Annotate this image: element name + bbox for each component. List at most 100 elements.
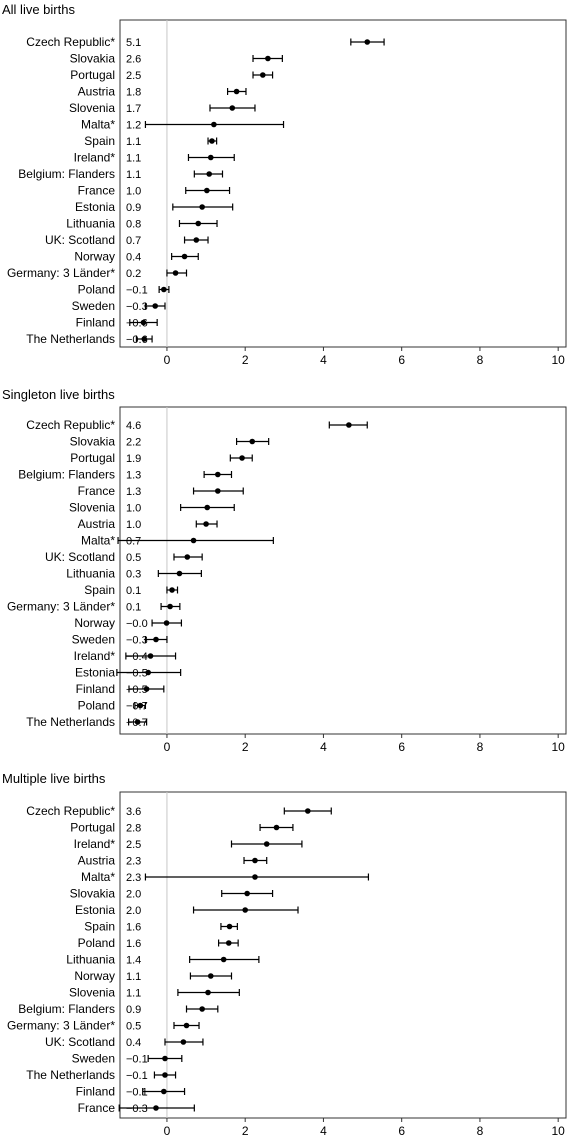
- estimate-value-label: 2.0: [126, 889, 141, 901]
- country-label: Finland: [76, 682, 115, 696]
- point-estimate: [161, 1088, 167, 1095]
- forest-row: Slovenia 1.1: [69, 986, 240, 1000]
- forest-row: Sweden −0.3: [72, 633, 168, 647]
- country-label: Ireland*: [74, 837, 116, 851]
- estimate-value-label: 0.5: [126, 552, 141, 564]
- forest-row: Ireland* 2.5: [74, 837, 303, 851]
- point-estimate: [252, 857, 258, 864]
- forest-row: France −0.3: [78, 1101, 195, 1115]
- forest-row: Germany: 3 Länder* 0.2: [7, 266, 188, 280]
- point-estimate: [205, 989, 211, 996]
- forest-row: Slovakia 2.2: [70, 435, 270, 449]
- estimate-value-label: 3.6: [126, 806, 141, 818]
- country-label: France: [78, 484, 116, 498]
- forest-row: Malta* 2.3: [81, 870, 370, 884]
- x-tick-label: 4: [320, 353, 327, 367]
- point-estimate: [181, 253, 188, 260]
- country-label: Malta*: [81, 534, 115, 548]
- point-estimate: [229, 105, 236, 111]
- point-estimate: [147, 653, 154, 659]
- country-label: Finland: [76, 1085, 115, 1099]
- forest-row: Austria 2.3: [78, 854, 268, 868]
- forest-row: Slovenia 1.0: [69, 501, 235, 515]
- x-tick-label: 4: [320, 1124, 327, 1138]
- country-label: France: [78, 1101, 116, 1115]
- forest-row: Norway 0.4: [74, 250, 199, 264]
- point-estimate: [209, 138, 215, 144]
- forest-row: The Netherlands−0.6: [26, 332, 153, 346]
- forest-row: Estonia 0.9: [75, 200, 234, 214]
- point-estimate: [239, 455, 245, 461]
- x-tick-label: 0: [164, 740, 171, 754]
- point-estimate: [215, 471, 221, 478]
- point-estimate: [204, 187, 210, 194]
- forest-row: Sweden −0.3: [72, 299, 166, 313]
- point-estimate: [233, 88, 240, 95]
- point-estimate: [141, 336, 148, 342]
- x-tick-label: 6: [398, 1124, 405, 1138]
- panel-title: Singleton live births: [2, 387, 115, 402]
- forest-row: The Netherlands−0.7: [26, 715, 147, 729]
- country-label: Slovenia: [69, 986, 115, 1000]
- x-tick-label: 2: [242, 1124, 249, 1138]
- estimate-value-label: 0.8: [126, 219, 141, 231]
- point-estimate: [215, 488, 221, 494]
- country-label: Spain: [84, 134, 115, 148]
- country-label: Austria: [78, 854, 116, 868]
- estimate-value-label: 1.6: [126, 922, 141, 934]
- forest-row: Germany: 3 Länder* 0.5: [7, 1019, 200, 1033]
- estimate-value-label: 1.3: [126, 470, 141, 482]
- forest-row: Czech Republic* 5.1: [26, 35, 385, 49]
- country-label: Portugal: [70, 821, 115, 835]
- point-estimate: [252, 874, 258, 880]
- estimate-value-label: 2.6: [126, 54, 141, 66]
- estimate-value-label: 1.3: [126, 486, 141, 498]
- estimate-value-label: 0.9: [126, 202, 141, 214]
- point-estimate: [162, 1072, 168, 1078]
- estimate-value-label: −0.3: [126, 635, 148, 647]
- forest-row: Estonia −0.5: [75, 666, 182, 680]
- forest-row: Estonia 2.0: [75, 903, 299, 917]
- forest-row: France 1.0: [78, 184, 231, 198]
- point-estimate: [273, 824, 280, 831]
- estimate-value-label: 2.3: [126, 856, 141, 868]
- country-label: Poland: [78, 699, 115, 713]
- country-label: UK: Scotland: [45, 550, 115, 564]
- x-tick-label: 10: [551, 740, 565, 754]
- point-estimate: [167, 603, 173, 610]
- point-estimate: [206, 171, 212, 177]
- country-label: Slovakia: [70, 887, 116, 901]
- country-label: Germany: 3 Länder*: [7, 266, 115, 280]
- estimate-value-label: 1.8: [126, 87, 141, 99]
- country-label: Sweden: [72, 299, 115, 313]
- country-label: Poland: [78, 936, 115, 950]
- x-tick-label: 8: [477, 740, 484, 754]
- estimate-value-label: −0.5: [126, 684, 148, 696]
- estimate-value-label: −0.1: [126, 285, 148, 297]
- country-label: Spain: [84, 920, 115, 934]
- x-tick-label: 2: [242, 353, 249, 367]
- country-label: Lithuania: [66, 953, 115, 967]
- estimate-value-label: 1.4: [126, 955, 141, 967]
- country-label: Slovenia: [69, 501, 115, 515]
- country-label: The Netherlands: [26, 715, 115, 729]
- estimate-value-label: −0.1: [126, 1070, 148, 1082]
- estimate-value-label: −0.0: [126, 618, 148, 630]
- estimate-value-label: 0.4: [126, 1037, 141, 1049]
- point-estimate: [346, 422, 352, 428]
- estimate-value-label: 1.2: [126, 120, 141, 132]
- estimate-value-label: 4.6: [126, 420, 141, 432]
- country-label: Norway: [74, 969, 115, 983]
- forest-row: Czech Republic* 4.6: [26, 418, 368, 432]
- estimate-value-label: 0.2: [126, 268, 141, 280]
- country-label: Belgium: Flanders: [18, 468, 115, 482]
- x-tick-label: 10: [551, 1124, 565, 1138]
- estimate-value-label: 0.5: [126, 1021, 141, 1033]
- panel-title: Multiple live births: [2, 771, 106, 786]
- point-estimate: [172, 270, 179, 276]
- country-label: Ireland*: [74, 649, 116, 663]
- x-tick-label: 0: [164, 1124, 171, 1138]
- x-tick-label: 6: [398, 740, 405, 754]
- point-estimate: [225, 940, 232, 946]
